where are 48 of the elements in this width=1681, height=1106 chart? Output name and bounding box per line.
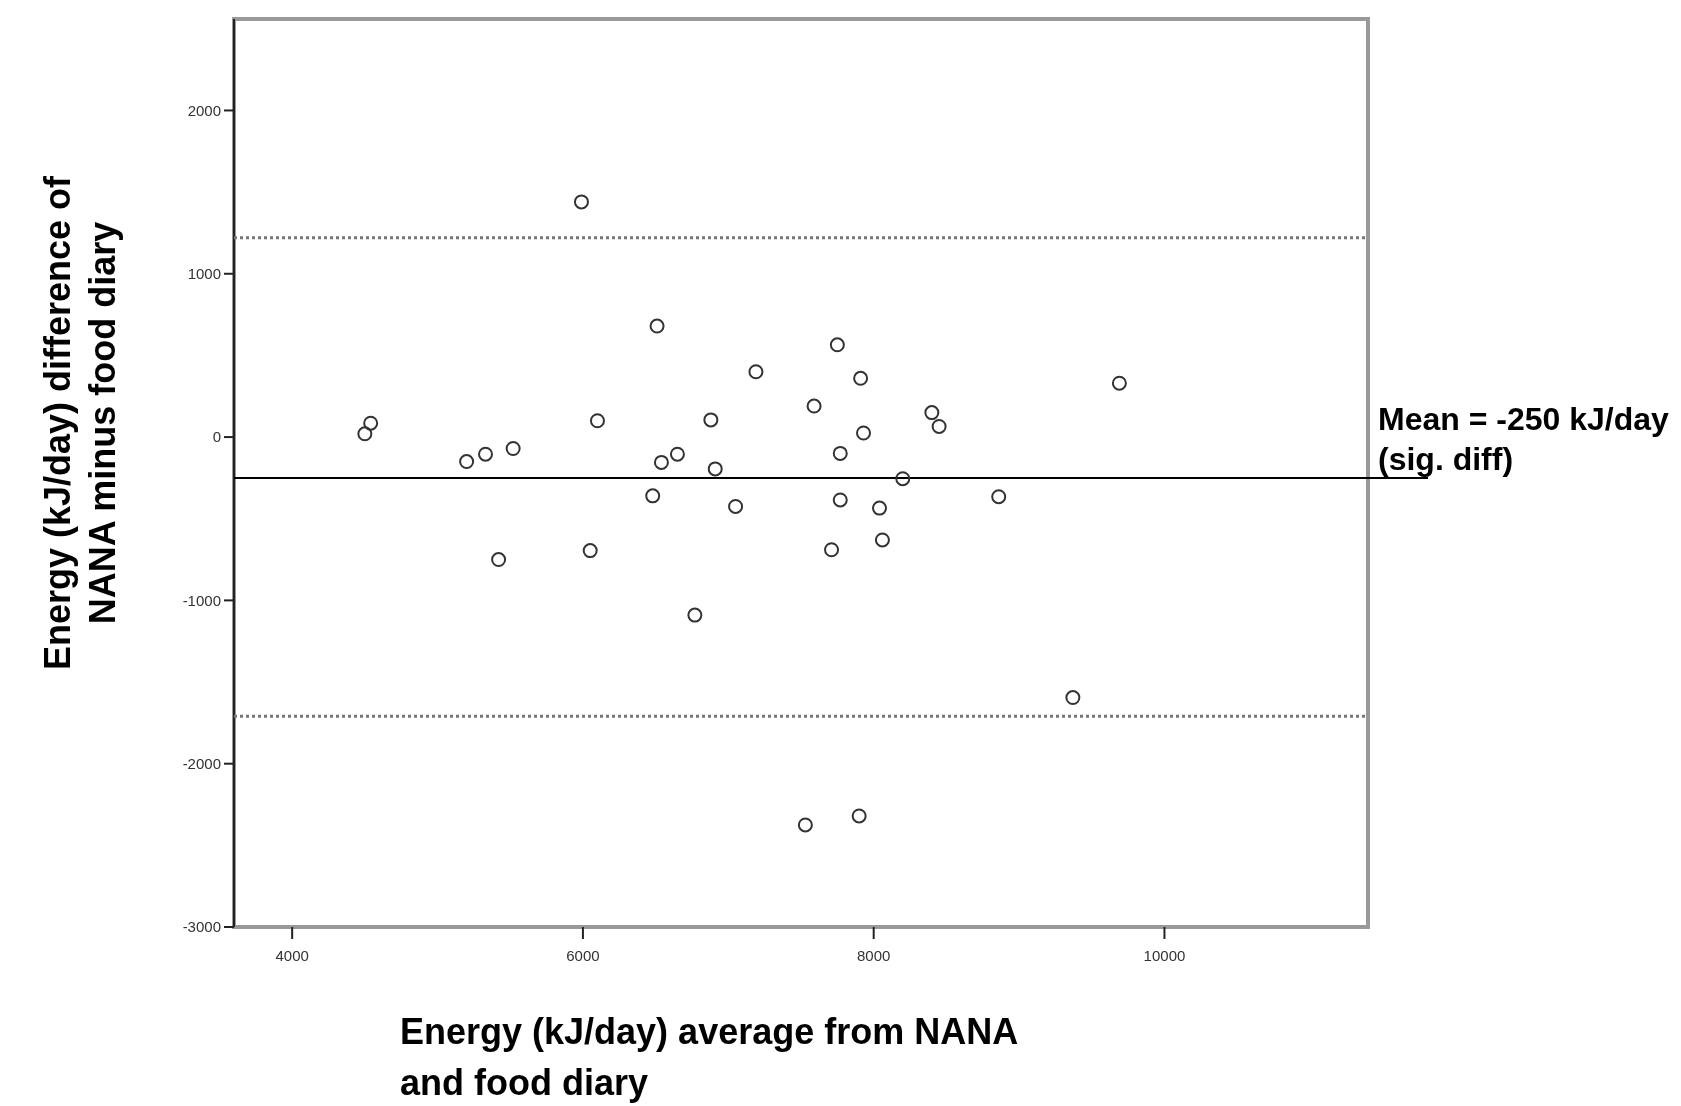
point bbox=[669, 446, 685, 462]
point bbox=[853, 370, 869, 386]
point bbox=[478, 446, 494, 462]
x-tick-label: 4000 bbox=[275, 947, 309, 964]
point bbox=[829, 337, 845, 353]
point bbox=[505, 441, 521, 456]
point bbox=[573, 194, 589, 210]
point bbox=[645, 488, 661, 504]
point bbox=[991, 489, 1007, 505]
point bbox=[582, 543, 598, 559]
x-axis-title: Energy (kJ/day) average from NANA and food diary bbox=[400, 1011, 1019, 1103]
point bbox=[1065, 690, 1081, 706]
point bbox=[872, 500, 888, 516]
y-tick-label: -1000 bbox=[182, 591, 221, 609]
point bbox=[931, 418, 947, 434]
point bbox=[687, 607, 703, 623]
x-tick-label: 6000 bbox=[566, 947, 600, 964]
point bbox=[728, 498, 744, 514]
point bbox=[851, 808, 867, 824]
y-tick-label: 1000 bbox=[187, 265, 221, 283]
point bbox=[924, 405, 940, 421]
point bbox=[707, 461, 723, 477]
ref-line-label: Mean = -250 kJ/day (sig. diff) bbox=[1378, 400, 1670, 477]
point bbox=[363, 415, 379, 431]
point bbox=[832, 492, 848, 508]
point bbox=[491, 552, 507, 568]
point bbox=[748, 364, 764, 380]
point bbox=[874, 532, 890, 548]
point bbox=[797, 817, 813, 833]
point bbox=[653, 454, 669, 470]
point bbox=[1111, 375, 1127, 391]
x-tick-label: 10000 bbox=[1143, 947, 1186, 964]
y-tick-label: -3000 bbox=[182, 918, 221, 936]
x-tick-label: 8000 bbox=[857, 947, 891, 964]
y-tick-label: 2000 bbox=[187, 101, 221, 119]
y-axis-title: Energy (kJ/day) difference of NANA minus food diary bbox=[37, 174, 123, 671]
point bbox=[856, 425, 872, 441]
y-tick-label: 0 bbox=[212, 428, 221, 446]
point bbox=[832, 445, 848, 461]
point bbox=[459, 454, 475, 470]
point bbox=[895, 471, 911, 487]
point bbox=[589, 413, 605, 429]
y-tick-label: -2000 bbox=[182, 754, 221, 772]
point bbox=[824, 542, 840, 558]
point bbox=[806, 398, 822, 414]
point bbox=[357, 426, 373, 442]
point bbox=[649, 318, 665, 334]
point bbox=[703, 412, 719, 428]
